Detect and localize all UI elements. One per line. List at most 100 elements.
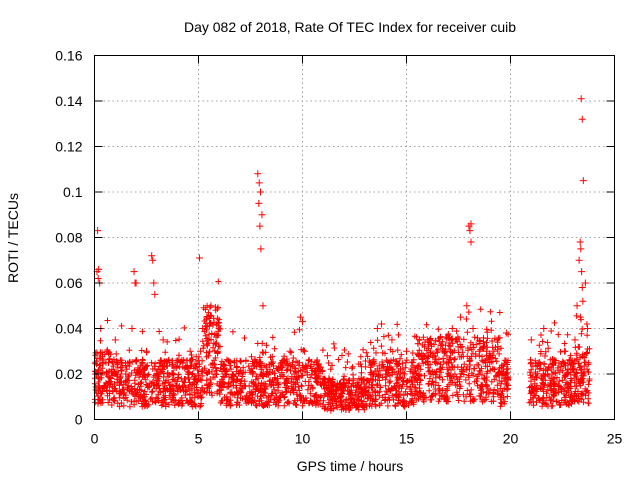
- data-point: [323, 352, 331, 360]
- data-point: [365, 384, 373, 392]
- data-point: [548, 370, 556, 378]
- data-point: [286, 347, 294, 355]
- data-point: [369, 370, 377, 378]
- data-point: [579, 177, 587, 185]
- data-point: [578, 284, 586, 292]
- data-point: [269, 381, 277, 389]
- data-cloud: [91, 278, 593, 414]
- data-point: [153, 370, 161, 378]
- data-point: [254, 170, 262, 178]
- data-point: [278, 359, 286, 367]
- data-point: [498, 370, 506, 378]
- data-point: [143, 347, 150, 355]
- data-point: [466, 227, 474, 235]
- data-point: [436, 365, 444, 373]
- data-point: [373, 325, 381, 332]
- data-point: [222, 370, 230, 378]
- data-point: [255, 179, 263, 187]
- x-tick-label: 20: [503, 431, 519, 447]
- data-point: [409, 359, 417, 367]
- data-point: [263, 370, 271, 378]
- data-point: [486, 359, 494, 367]
- data-point: [579, 297, 587, 305]
- data-point: [249, 370, 257, 378]
- data-point: [565, 388, 573, 396]
- data-point: [257, 245, 265, 253]
- data-point: [205, 336, 213, 344]
- data-point: [583, 325, 591, 332]
- data-point: [469, 325, 477, 332]
- data-point: [149, 256, 157, 264]
- data-point: [544, 381, 552, 389]
- data-point: [101, 381, 109, 389]
- data-point: [467, 238, 475, 246]
- x-tick-label: 0: [91, 431, 99, 447]
- data-point: [203, 313, 211, 321]
- data-point: [190, 388, 198, 396]
- data-point: [340, 381, 348, 389]
- data-point: [284, 375, 292, 383]
- chart-title: Day 082 of 2018, Rate Of TEC Index for r…: [184, 19, 516, 35]
- data-point: [378, 320, 386, 328]
- y-tick-label: 0.12: [55, 139, 82, 155]
- data-point: [581, 279, 589, 287]
- data-point: [577, 95, 585, 103]
- data-point: [232, 381, 240, 389]
- data-point: [432, 359, 440, 367]
- data-point: [351, 397, 358, 405]
- data-point: [400, 370, 408, 378]
- points-layer: [91, 95, 593, 414]
- data-point: [207, 302, 215, 310]
- data-point: [256, 222, 264, 230]
- data-point: [99, 359, 107, 367]
- x-tick-label: 10: [295, 431, 311, 447]
- data-point: [554, 381, 562, 389]
- data-point: [215, 381, 223, 389]
- data-point: [463, 302, 471, 310]
- data-point: [242, 393, 250, 401]
- x-axis-label: GPS time / hours: [297, 458, 404, 474]
- data-point: [531, 370, 539, 378]
- data-point: [388, 336, 396, 344]
- data-point: [571, 336, 579, 344]
- y-tick-label: 0.08: [55, 230, 82, 246]
- data-point: [578, 115, 586, 123]
- x-tick-label: 5: [195, 431, 203, 447]
- data-point: [111, 336, 119, 344]
- data-point: [256, 188, 264, 196]
- data-point: [301, 347, 309, 355]
- data-point: [103, 347, 111, 355]
- data-point: [128, 325, 136, 332]
- data-point: [576, 238, 584, 246]
- data-point: [403, 347, 410, 355]
- data-point: [94, 227, 102, 235]
- data-point: [122, 370, 130, 378]
- x-tick-label: 15: [399, 431, 415, 447]
- data-point: [115, 381, 123, 389]
- data-point: [576, 313, 584, 321]
- data-point: [561, 347, 569, 355]
- data-point: [130, 268, 138, 276]
- data-point: [423, 336, 431, 344]
- y-tick-label: 0.16: [55, 48, 82, 64]
- data-point: [180, 381, 188, 389]
- data-point: [259, 302, 267, 310]
- data-point: [136, 370, 144, 378]
- data-point: [394, 381, 402, 389]
- data-point: [94, 274, 102, 282]
- data-point: [150, 279, 158, 287]
- data-point: [452, 336, 460, 344]
- y-tick-label: 0.02: [55, 366, 82, 382]
- data-point: [305, 381, 313, 389]
- data-point: [211, 370, 219, 378]
- data-point: [330, 393, 338, 401]
- data-point: [228, 388, 236, 396]
- data-point: [311, 393, 319, 401]
- data-point: [195, 370, 202, 378]
- data-point: [567, 375, 575, 383]
- data-point: [131, 279, 139, 287]
- data-point: [578, 268, 586, 276]
- ticks-layer: [94, 55, 615, 420]
- y-tick-label: 0.14: [55, 93, 82, 109]
